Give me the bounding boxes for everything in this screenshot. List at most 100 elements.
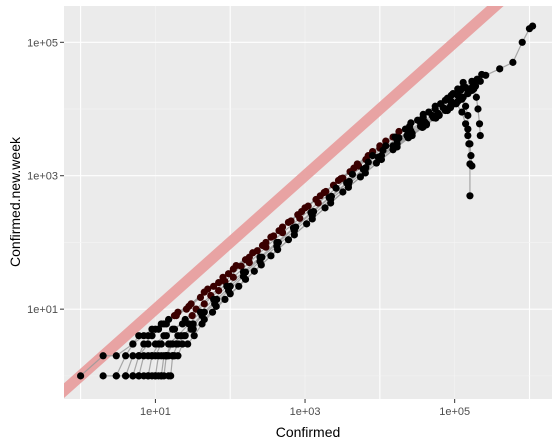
data-point-s5-12 [229, 273, 237, 281]
data-point-s5-18 [332, 184, 340, 192]
data-point-s8-16 [292, 223, 300, 231]
series-points [77, 22, 537, 380]
data-point-s9-10 [212, 302, 220, 310]
data-point-s10-2 [167, 372, 175, 380]
data-point-s5-9 [188, 312, 196, 320]
y-axis-title: Confirmed.new.week [7, 136, 23, 267]
data-point-s8-33 [476, 131, 484, 140]
data-point-s2-12 [215, 279, 223, 287]
data-point-s9-14 [274, 246, 282, 254]
data-point-s7-30 [464, 131, 472, 140]
data-point-s7-32 [467, 152, 475, 160]
y-axis: 1e+01 1e+03 1e+05 [27, 37, 64, 316]
data-point-s9-18 [344, 183, 353, 191]
data-point-s3-10 [182, 305, 191, 313]
data-point-s2-3 [122, 352, 130, 360]
data-point-s8-10 [200, 308, 208, 316]
data-point-s1-2 [99, 352, 107, 360]
data-point-s9-15 [290, 231, 298, 239]
data-point-s8-32 [475, 120, 484, 128]
data-point-s2-4 [129, 340, 137, 348]
data-point-s1-31 [496, 65, 504, 73]
reference-line [64, 6, 504, 399]
x-axis-title: Confirmed [276, 424, 341, 440]
y-tick-label-2: 1e+03 [27, 171, 58, 183]
reference-line-y-equals-x [64, 6, 504, 399]
data-point-s10-11 [221, 295, 229, 303]
data-point-s4-18 [322, 187, 330, 196]
data-point-s5-5 [151, 340, 160, 348]
data-point-s10-23 [418, 123, 426, 131]
data-point-s5-11 [215, 286, 223, 295]
data-point-s10-14 [267, 252, 275, 260]
data-point-s1-3 [112, 352, 120, 360]
data-point-s5-14 [262, 243, 270, 251]
data-point-s3-12 [210, 282, 218, 290]
data-point-s5-19 [348, 170, 357, 178]
y-tick-label-1: 1e+01 [27, 304, 58, 316]
data-point-s2-5 [135, 332, 143, 340]
data-point-s7-31 [466, 140, 474, 148]
x-tick-label-2: 1e+03 [290, 406, 321, 418]
data-point-s5-3 [135, 352, 143, 360]
data-point-s10-22 [404, 134, 412, 142]
data-point-s10-12 [235, 282, 243, 290]
data-point-s8-17 [309, 207, 318, 216]
data-point-s5-15 [278, 229, 287, 237]
data-point-s4-19 [339, 174, 347, 182]
data-point-s10-25 [443, 105, 452, 113]
data-point-s5-20 [364, 158, 372, 166]
data-point-s2-1 [99, 372, 107, 380]
data-point-s8-30 [472, 93, 480, 101]
x-tick-label-1: 1e+01 [140, 406, 171, 418]
data-point-s10-15 [284, 236, 293, 244]
data-point-s9-20 [377, 155, 386, 164]
data-point-s3-11 [196, 293, 205, 301]
data-point-s6-29 [462, 102, 470, 110]
data-point-s10-18 [339, 188, 347, 196]
data-point-s1-32 [509, 58, 517, 66]
data-point-s10-26 [454, 97, 462, 106]
data-point-s10-16 [303, 220, 311, 228]
data-point-s3-8 [162, 320, 170, 328]
data-point-s4-14 [253, 247, 261, 255]
data-point-s3-7 [154, 325, 163, 333]
data-point-s6-6 [157, 340, 165, 348]
data-point-s6-30 [464, 111, 472, 120]
data-point-s5-13 [245, 258, 253, 267]
plot-area [64, 6, 537, 399]
data-point-s9-11 [226, 290, 234, 298]
data-point-s10-24 [431, 114, 439, 122]
data-point-s10-5 [174, 352, 182, 360]
data-point-s3-29 [454, 85, 462, 93]
data-point-s10-8 [190, 332, 198, 340]
y-tick-label-3: 1e+05 [27, 37, 58, 49]
x-axis: 1e+01 1e+03 1e+05 [140, 399, 470, 418]
data-point-s9-7 [181, 332, 189, 340]
data-point-s3-1 [112, 372, 120, 380]
data-point-s8-31 [474, 105, 482, 113]
data-point-s9-29 [478, 70, 486, 79]
data-point-s4-16 [287, 217, 295, 225]
data-point-s7-28 [458, 108, 466, 116]
data-point-s9-19 [361, 169, 369, 177]
data-point-s10-27 [464, 90, 472, 98]
data-point-s5-6 [160, 332, 168, 340]
data-point-s1-33 [518, 38, 526, 46]
data-point-s10-13 [250, 267, 258, 275]
data-point-s5-7 [169, 325, 177, 333]
data-point-s8-12 [226, 282, 234, 290]
data-point-s5-10 [200, 300, 208, 308]
data-point-s5-4 [144, 340, 152, 348]
data-point-s9-16 [308, 215, 316, 223]
data-point-s10-6 [178, 340, 187, 348]
data-point-s8-11 [213, 295, 221, 303]
data-point-s10-28 [471, 82, 480, 90]
data-point-s10-21 [389, 146, 397, 154]
data-point-s10-29 [476, 77, 484, 85]
data-point-s4-21 [369, 152, 377, 160]
data-point-s8-15 [274, 238, 282, 247]
data-point-s4-15 [270, 232, 278, 240]
data-point-s8-20 [362, 164, 370, 172]
